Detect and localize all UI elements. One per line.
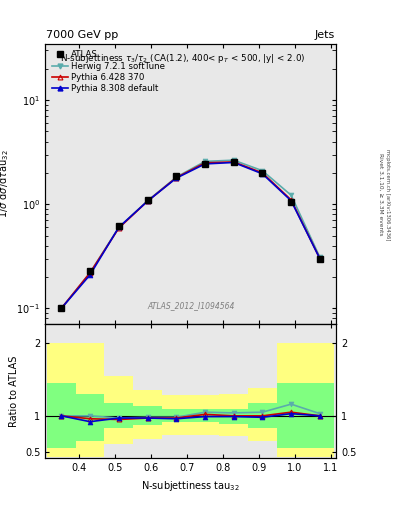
Text: ATLAS_2012_I1094564: ATLAS_2012_I1094564 [147,302,234,310]
X-axis label: N-subjettiness tau$_{32}$: N-subjettiness tau$_{32}$ [141,479,240,493]
Text: Rivet 3.1.10, ≥ 3.3M events: Rivet 3.1.10, ≥ 3.3M events [378,153,383,236]
Text: Jets: Jets [315,30,335,40]
Text: 7000 GeV pp: 7000 GeV pp [46,30,118,40]
Text: mcplots.cern.ch [arXiv:1306.3436]: mcplots.cern.ch [arXiv:1306.3436] [385,149,389,240]
Y-axis label: Ratio to ATLAS: Ratio to ATLAS [9,356,19,427]
Legend: ATLAS, Herwig 7.2.1 softTune, Pythia 6.428 370, Pythia 8.308 default: ATLAS, Herwig 7.2.1 softTune, Pythia 6.4… [50,48,167,95]
Text: N-subjettiness $\tau_3/\tau_2$ (CA(1.2), 400< p$_T$ < 500, |y| < 2.0): N-subjettiness $\tau_3/\tau_2$ (CA(1.2),… [60,52,305,65]
Y-axis label: 1/$\sigma$ d$\sigma$/d$\tau$au$_{32}$: 1/$\sigma$ d$\sigma$/d$\tau$au$_{32}$ [0,150,11,218]
